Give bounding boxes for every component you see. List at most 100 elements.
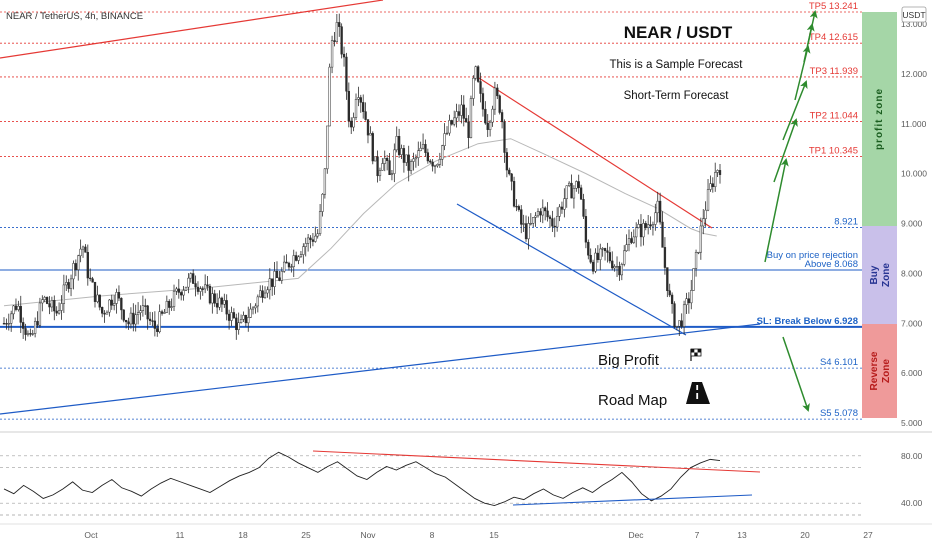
short-term-text: Short-Term Forecast (624, 90, 730, 102)
candle-body (237, 322, 240, 330)
candle-body (594, 252, 597, 272)
candle-body (632, 236, 635, 243)
candle-body (199, 288, 202, 292)
candle-body (158, 311, 161, 332)
candle-body (599, 248, 602, 260)
candle-body (520, 209, 523, 225)
candle-body (278, 277, 281, 281)
candle-body (694, 252, 698, 269)
level-label-10: S5 5.078 (820, 408, 858, 419)
candle-body (472, 77, 475, 99)
time-tick-9: 13 (737, 530, 747, 540)
candle-body (352, 117, 355, 128)
candle-body (242, 315, 245, 320)
candle-body (251, 307, 255, 310)
candle-body (227, 313, 231, 321)
candle-body (57, 310, 61, 314)
candle-body (81, 246, 85, 250)
candle-body (393, 149, 396, 174)
candle-body (515, 205, 518, 208)
price-tick-8: 5.000 (901, 418, 923, 428)
time-tick-4: Nov (360, 530, 376, 540)
sample-forecast-text: This is a Sample Forecast (610, 59, 744, 71)
buy-zone-label-1: Buy (869, 265, 880, 284)
candle-body (438, 159, 441, 165)
candle-body (496, 87, 499, 97)
symbol-header: NEAR / TetherUS, 4h, BINANCE (6, 11, 143, 22)
candle-body (235, 317, 238, 330)
candle-body (218, 297, 221, 308)
candle-body (512, 181, 516, 207)
level-label-9: S4 6.101 (820, 357, 858, 368)
candle-body (84, 246, 87, 253)
road-map-text: Road Map (598, 392, 667, 409)
checkered-flag-icon (690, 348, 702, 361)
currency-badge[interactable]: USDT (901, 6, 927, 23)
time-tick-2: 18 (238, 530, 248, 540)
candle-body (517, 206, 520, 210)
candle-body (33, 321, 37, 334)
candle-body (529, 223, 532, 225)
price-axis: 13.000 12.000 11.000 10.000 9.000 8.000 7.000 6… (901, 19, 927, 428)
candle-body (268, 278, 271, 291)
candle-body (508, 169, 511, 175)
candle-body (290, 266, 293, 268)
candle-body (318, 211, 322, 234)
time-tick-11: 27 (863, 530, 873, 540)
price-levels: TP5 13.241 TP4 12.615 TP3 11.939 TP2 11.044… (0, 1, 862, 420)
candle-body (625, 244, 628, 252)
candle-body (488, 121, 492, 130)
candle-body (359, 97, 362, 103)
candle-body (390, 173, 394, 176)
candle-body (570, 182, 573, 199)
candle-body (170, 306, 173, 308)
level-label-3: TP2 11.044 (810, 111, 858, 122)
candle-body (556, 216, 559, 228)
candle-body (567, 182, 571, 186)
candle-body (618, 266, 621, 276)
candle-body (55, 310, 58, 314)
candle-body (2, 323, 6, 325)
level-label-5: 8.921 (834, 216, 858, 227)
candle-body (603, 248, 607, 252)
candle-body (647, 224, 650, 228)
candle-body (230, 312, 233, 321)
candle-body (14, 305, 18, 310)
time-tick-1: 11 (176, 530, 185, 540)
road-icon (686, 382, 710, 404)
level-label-6: Buy on price rejection (767, 250, 858, 261)
candle-body (424, 144, 427, 153)
candle-body (548, 216, 552, 219)
candle-body (460, 104, 463, 116)
candle-body (160, 311, 164, 314)
candle-body (340, 26, 343, 55)
candle-body (326, 125, 329, 170)
candle-body (122, 309, 125, 321)
level-label-2: TP3 11.939 (810, 66, 858, 77)
candle-body (345, 56, 348, 92)
time-tick-8: 7 (695, 530, 700, 540)
candle-body (706, 189, 710, 211)
candle-body (388, 160, 391, 176)
candle-body (445, 132, 449, 135)
candle-body (620, 264, 623, 276)
candle-body (29, 333, 32, 335)
candle-body (45, 297, 49, 304)
target-arrow-6 (807, 10, 818, 45)
candle-body (163, 312, 166, 314)
candle-body (180, 292, 183, 296)
candle-body (299, 254, 303, 258)
currency-badge-label: USDT (902, 10, 925, 20)
price-tick-0: 13.000 (901, 19, 927, 29)
candle-body (505, 152, 509, 171)
time-tick-10: 20 (800, 530, 810, 540)
candle-body (611, 260, 614, 269)
candle-body (69, 278, 73, 289)
candle-body (606, 250, 609, 253)
candle-body (156, 328, 159, 332)
candle-body (510, 173, 513, 182)
candle-body (120, 297, 123, 311)
candle-body (151, 320, 154, 322)
